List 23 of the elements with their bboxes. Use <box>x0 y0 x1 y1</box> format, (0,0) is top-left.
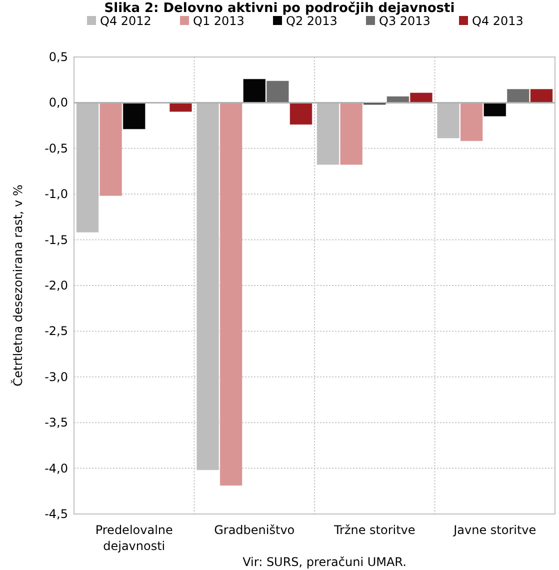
text: Vir: SURS, preračuni UMAR. <box>242 555 406 569</box>
legend-label: Q2 2013 <box>286 14 338 28</box>
x-tick-label: Tržne storitve <box>332 523 416 537</box>
y-tick-label: 0,5 <box>48 50 68 64</box>
legend-label: Q4 2012 <box>100 14 152 28</box>
y-tick-label: -0,5 <box>44 141 68 156</box>
x-tick-label: Gradbeništvo <box>214 523 295 537</box>
chart-title: Slika 2: Delovno aktivni po področjih dejavnosti <box>104 1 455 16</box>
legend-label: Q3 2013 <box>379 14 430 28</box>
y-tick-label: -1,0 <box>44 187 68 202</box>
y-axis-title: Četrtletna desezonirana rast, v % <box>10 184 25 386</box>
y-tick-label: -1,5 <box>44 232 68 247</box>
x-tick-label: Javne storitve <box>452 523 536 537</box>
y-tick-label: -4,5 <box>44 507 68 521</box>
y-tick-label: 0,0 <box>48 96 68 110</box>
y-tick-label: -3,5 <box>44 416 68 430</box>
legend-label: Q4 2013 <box>472 14 524 28</box>
y-tick-label: -3,0 <box>44 370 68 384</box>
y-tick-label: -2,0 <box>44 278 68 292</box>
y-tick-label: -4,0 <box>44 461 68 476</box>
x-tick-label: Predelovalne dejavnosti <box>95 523 173 553</box>
legend-label: Q1 2013 <box>193 14 244 28</box>
y-tick-label: -2,5 <box>44 324 68 338</box>
